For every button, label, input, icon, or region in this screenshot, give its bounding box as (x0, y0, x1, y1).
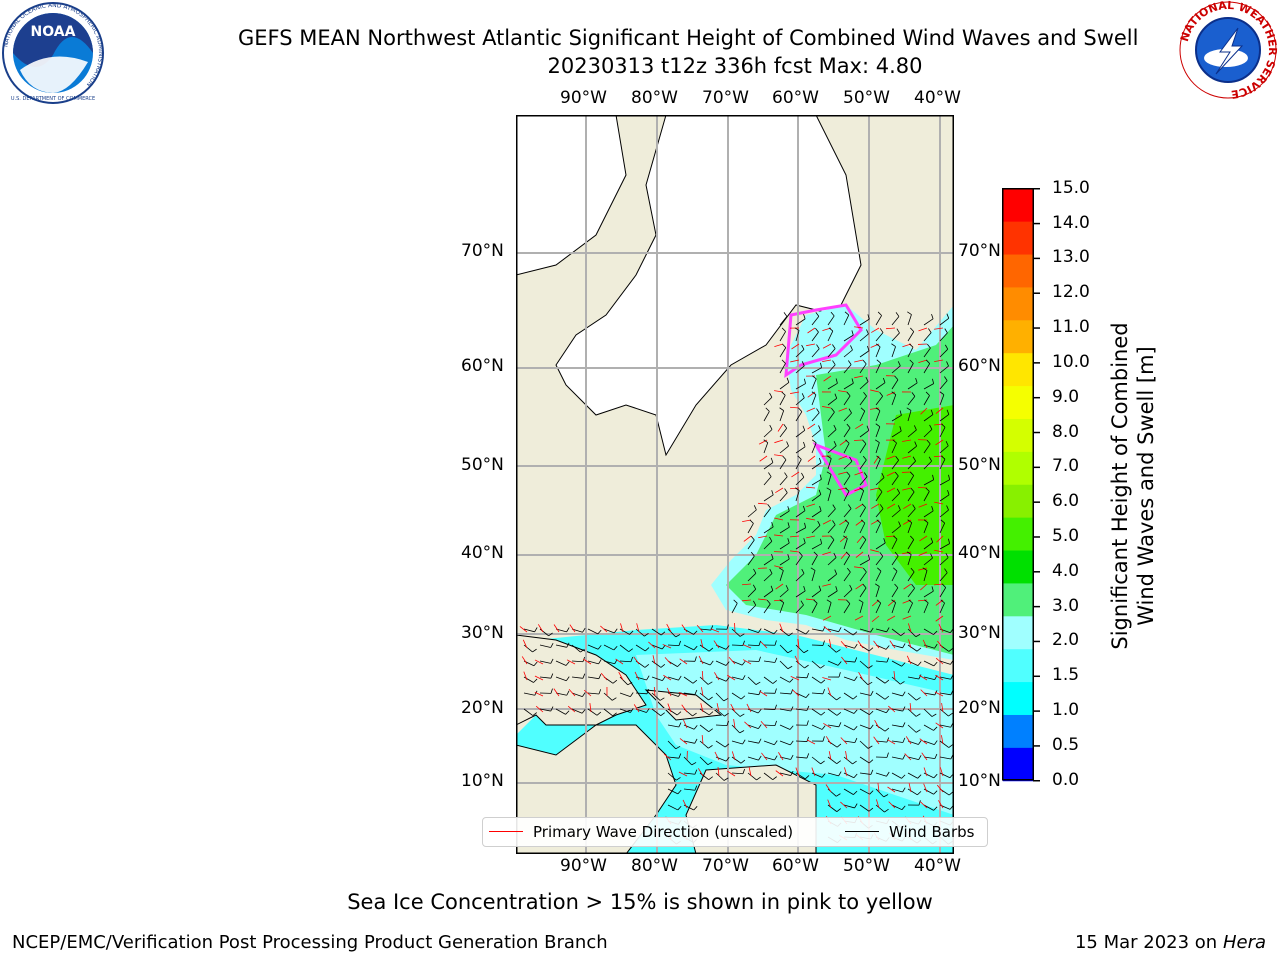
map-legend: Primary Wave Direction (unscaled) Wind B… (482, 817, 988, 847)
lat-tick-right-50: 50°N (958, 455, 1001, 475)
sea-ice-edge-east (812, 442, 868, 497)
lat-tick-left-10: 10°N (461, 771, 504, 791)
sea-ice-edge (784, 303, 863, 378)
colorbar-segment (1002, 386, 1034, 420)
colorbar-tick-label: 15.0 (1052, 177, 1090, 198)
noaa-logo: NOAA NATIONAL OCEANIC AND ATMOSPHERIC AD… (2, 2, 104, 104)
colorbar-tick-label: 9.0 (1052, 386, 1080, 407)
colorbar-tick-label: 5.0 (1052, 525, 1080, 546)
lon-tick-top-60: 60°W (772, 88, 819, 108)
colorbar-tick-label: 2.0 (1052, 630, 1080, 651)
colorbar-segment (1002, 517, 1034, 552)
colorbar-segment (1002, 188, 1034, 223)
nws-logo: NATIONAL WEATHER SERVICE (1178, 0, 1279, 100)
footer-credit: NCEP/EMC/Verification Post Processing Pr… (12, 932, 608, 953)
wave-region-mid-south (636, 650, 954, 815)
lat-tick-right-60: 60°N (958, 356, 1001, 376)
colorbar-segment (1002, 287, 1034, 321)
colorbar-tick-label: 8.0 (1052, 421, 1080, 442)
colorbar-tick-label: 1.0 (1052, 700, 1080, 721)
wave-region-peak (876, 405, 954, 585)
colorbar-segment (1002, 682, 1034, 716)
colorbar-tick-label: 4.0 (1052, 560, 1080, 581)
lon-tick-top-80: 80°W (631, 88, 678, 108)
map-frame (516, 115, 954, 854)
colorbar-tick-label: 6.0 (1052, 491, 1080, 512)
lat-tick-left-30: 30°N (461, 623, 504, 643)
lat-tick-left-60: 60°N (461, 356, 504, 376)
lon-tick-bottom-80: 80°W (631, 856, 678, 876)
arctic-islands (516, 115, 627, 276)
colorbar-tick-label: 13.0 (1052, 247, 1090, 268)
colorbar-segment (1002, 583, 1034, 617)
legend-wind-barbs: Wind Barbs (889, 823, 975, 841)
noaa-ring-bottom-text: U.S. DEPARTMENT OF COMMERCE (11, 96, 95, 102)
lon-tick-top-90: 90°W (560, 88, 607, 108)
lon-tick-bottom-90: 90°W (560, 856, 607, 876)
lat-tick-left-40: 40°N (461, 543, 504, 563)
colorbar-tick-label: 12.0 (1052, 282, 1090, 303)
lat-tick-right-10: 10°N (958, 771, 1001, 791)
colorbar-segment (1002, 714, 1034, 749)
lat-tick-right-70: 70°N (958, 241, 1001, 261)
colorbar-segment (1002, 484, 1034, 519)
lon-tick-top-70: 70°W (702, 88, 749, 108)
colorbar-tick-label: 3.0 (1052, 595, 1080, 616)
lon-tick-bottom-60: 60°W (772, 856, 819, 876)
chart-subtitle: 20230313 t12z 336h fcst Max: 4.80 (547, 54, 923, 78)
colorbar-segment (1002, 451, 1034, 486)
colorbar-segment (1002, 747, 1034, 782)
lat-tick-left-50: 50°N (461, 455, 504, 475)
lon-tick-bottom-70: 70°W (702, 856, 749, 876)
colorbar-tick-label: 14.0 (1052, 212, 1090, 233)
lon-tick-top-40: 40°W (914, 88, 961, 108)
graticule (516, 115, 954, 854)
colorbar-segment (1002, 616, 1034, 650)
footer-machine: Hera (1222, 932, 1266, 953)
colorbar-segment (1002, 254, 1034, 288)
lat-tick-left-20: 20°N (461, 698, 504, 718)
colorbar-tick-label: 7.0 (1052, 456, 1080, 477)
colorbar-segment (1002, 221, 1034, 256)
lon-tick-bottom-50: 50°W (843, 856, 890, 876)
gulf-coast-land (516, 634, 647, 726)
colorbar-segment (1002, 418, 1034, 453)
colorbar-segment (1002, 649, 1034, 683)
colorbar-segment (1002, 320, 1034, 354)
colorbar (1002, 188, 1040, 782)
colorbar-tick-label: 0.5 (1052, 734, 1080, 755)
footer-date: 15 Mar 2023 on Hera (1074, 932, 1266, 953)
legend-wind-barbs-line (845, 831, 879, 832)
colorbar-segment (1002, 550, 1034, 584)
chart-title: GEFS MEAN Northwest Atlantic Significant… (238, 26, 1139, 50)
noaa-logo-text: NOAA (31, 24, 76, 40)
lat-tick-left-70: 70°N (461, 241, 504, 261)
lon-tick-top-50: 50°W (843, 88, 890, 108)
lon-tick-bottom-40: 40°W (914, 856, 961, 876)
map-panel (516, 115, 954, 854)
legend-wave-dir: Primary Wave Direction (unscaled) (533, 823, 794, 841)
colorbar-tick-label: 10.0 (1052, 351, 1090, 372)
colorbar-label: Significant Height of Combined Wind Waves… (1108, 322, 1158, 650)
sea-ice-note: Sea Ice Concentration > 15% is shown in … (347, 890, 933, 914)
colorbar-segment (1002, 353, 1034, 387)
colorbar-tick-label: 1.5 (1052, 665, 1080, 686)
legend-wave-dir-line (489, 831, 523, 832)
lat-tick-right-30: 30°N (958, 623, 1001, 643)
colorbar-tick-label: 0.0 (1052, 769, 1080, 790)
lat-tick-right-20: 20°N (958, 698, 1001, 718)
lat-tick-right-40: 40°N (958, 543, 1001, 563)
colorbar-tick-label: 11.0 (1052, 317, 1090, 338)
